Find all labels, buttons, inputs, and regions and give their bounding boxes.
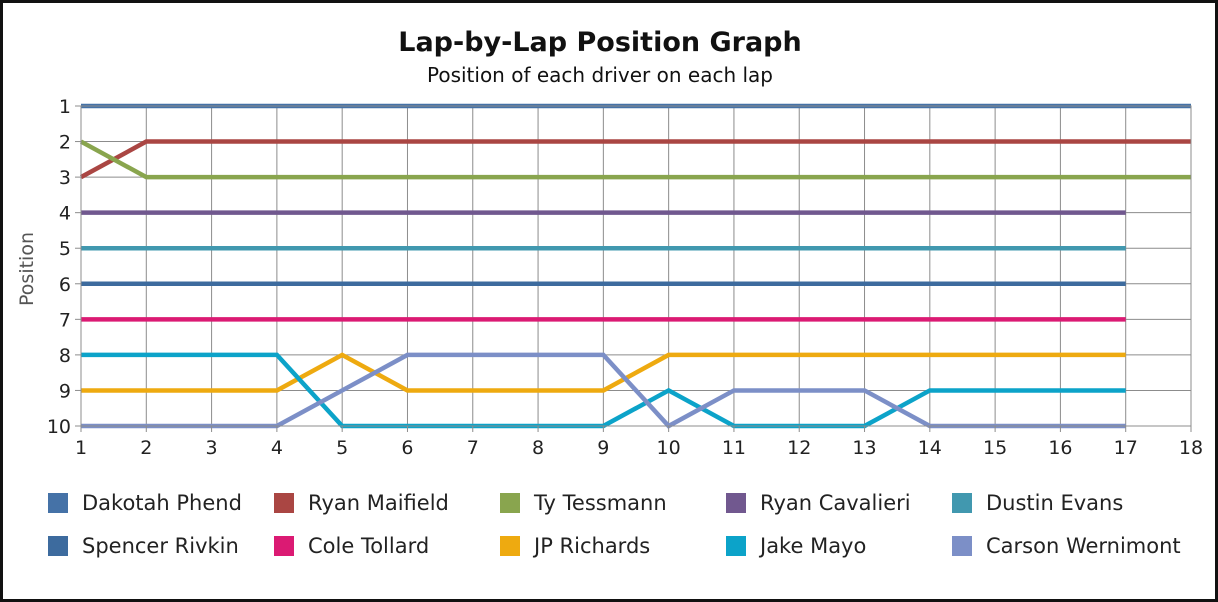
x-tick-label: 10 (657, 437, 681, 459)
legend-label: Carson Wernimont (986, 534, 1181, 558)
x-tick-label: 1 (75, 437, 87, 459)
legend-item-jake-mayo[interactable]: Jake Mayo (726, 534, 952, 558)
legend-swatch (274, 493, 294, 513)
x-tick-label: 18 (1179, 437, 1203, 459)
legend-label: Ryan Maifield (308, 491, 449, 515)
y-tick-label: 3 (59, 167, 71, 189)
legend-item-dakotah-phend[interactable]: Dakotah Phend (48, 491, 274, 515)
x-tick-label: 12 (787, 437, 811, 459)
legend-swatch (500, 536, 520, 556)
x-tick-label: 15 (983, 437, 1007, 459)
legend-swatch (274, 536, 294, 556)
legend-swatch (726, 493, 746, 513)
legend-label: Ryan Cavalieri (760, 491, 911, 515)
legend-swatch (952, 493, 972, 513)
plot-border (80, 105, 1192, 427)
series-line-jp-richards (81, 352, 1126, 393)
y-tick-label: 10 (47, 416, 71, 438)
legend-item-jp-richards[interactable]: JP Richards (500, 534, 726, 558)
x-tick-label: 16 (1048, 437, 1072, 459)
legend-swatch (726, 536, 746, 556)
y-tick-label: 6 (59, 274, 71, 296)
chart-subtitle: Position of each driver on each lap (426, 63, 773, 87)
y-tick-label: 5 (59, 238, 71, 260)
legend-swatch (48, 493, 68, 513)
legend-item-cole-tollard[interactable]: Cole Tollard (274, 534, 500, 558)
series-line-ty-tessmann (79, 139, 1191, 180)
legend-item-ryan-cavalieri[interactable]: Ryan Cavalieri (726, 491, 952, 515)
x-tick-label: 8 (532, 437, 544, 459)
y-axis-label: Position (16, 232, 38, 306)
legend-swatch (952, 536, 972, 556)
legend-item-ty-tessmann[interactable]: Ty Tessmann (500, 491, 726, 515)
legend-item-ryan-maifield[interactable]: Ryan Maifield (274, 491, 500, 515)
x-tick-label: 5 (336, 437, 348, 459)
legend-label: Jake Mayo (760, 534, 867, 558)
y-tick-label: 9 (59, 380, 71, 402)
y-tick-label: 1 (59, 96, 71, 118)
legend-item-dustin-evans[interactable]: Dustin Evans (952, 491, 1178, 515)
legend-item-carson-wernimont[interactable]: Carson Wernimont (952, 534, 1181, 558)
grid-lines (80, 105, 1192, 427)
x-tick-label: 11 (722, 437, 746, 459)
x-tick-label: 13 (852, 437, 876, 459)
x-tick-label: 7 (467, 437, 479, 459)
legend-label: Cole Tollard (308, 534, 430, 558)
y-tick-label: 4 (59, 203, 71, 225)
x-tick-label: 9 (597, 437, 609, 459)
x-tick-label: 3 (206, 437, 218, 459)
x-tick-label: 6 (401, 437, 413, 459)
legend-label: Dustin Evans (986, 491, 1124, 515)
y-tick-label: 8 (59, 345, 71, 367)
legend-label: JP Richards (534, 534, 651, 558)
legend-swatch (500, 493, 520, 513)
x-tick-label: 2 (140, 437, 152, 459)
legend: Dakotah Phend Ryan Maifield Ty Tessmann Rya… (48, 491, 1181, 558)
series-lines (79, 103, 1191, 429)
x-tick-label: 14 (918, 437, 942, 459)
legend-label: Ty Tessmann (534, 491, 667, 515)
y-tick-label: 2 (59, 132, 71, 154)
x-tick-label: 17 (1114, 437, 1138, 459)
series-line-ryan-maifield (79, 139, 1191, 180)
legend-label: Spencer Rivkin (82, 534, 239, 558)
chart-title: Lap-by-Lap Position Graph (398, 27, 802, 58)
x-tick-label: 4 (271, 437, 283, 459)
legend-label: Dakotah Phend (82, 491, 242, 515)
legend-swatch (48, 536, 68, 556)
y-tick-label: 7 (59, 309, 71, 331)
legend-item-spencer-rivkin[interactable]: Spencer Rivkin (48, 534, 274, 558)
